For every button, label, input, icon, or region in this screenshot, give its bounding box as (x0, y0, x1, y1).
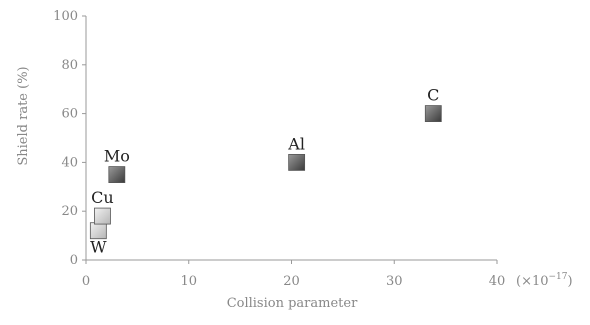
y-tick-label: 0 (70, 253, 78, 268)
point-label: W (90, 238, 107, 257)
y-tick-label: 60 (61, 107, 78, 122)
x-tick-label: 40 (489, 274, 506, 289)
y-tick-label: 40 (61, 155, 78, 170)
point-marker (424, 105, 442, 122)
data-point: W (89, 222, 107, 257)
y-tick-label: 80 (61, 58, 78, 73)
data-points: W Cu Mo Al C (89, 86, 442, 257)
x-axis-unit-close: ) (568, 274, 573, 289)
x-tick-label: 20 (283, 274, 300, 289)
data-point: Cu (91, 188, 114, 225)
point-label: C (427, 86, 439, 105)
x-axis-unit-base: (×10 (516, 274, 549, 289)
x-axis-ticks: 0 10 20 30 40 (82, 260, 505, 289)
data-point: Al (287, 134, 306, 171)
y-tick-label: 100 (53, 9, 78, 24)
y-axis-title: Shield rate (%) (16, 66, 31, 165)
point-label: Mo (104, 147, 130, 166)
x-tick-label: 0 (82, 274, 90, 289)
data-point: C (424, 86, 442, 122)
point-marker (94, 207, 111, 225)
data-point: Mo (104, 147, 130, 184)
point-label: Cu (91, 188, 114, 207)
point-label: Al (287, 134, 305, 153)
x-axis-title: Collision parameter (227, 296, 358, 311)
x-axis-unit-exponent: −17 (549, 272, 568, 282)
point-marker (89, 222, 107, 240)
x-tick-label: 30 (386, 274, 403, 289)
point-marker (108, 166, 126, 184)
point-marker (288, 153, 306, 171)
y-tick-label: 20 (61, 204, 78, 219)
x-tick-label: 10 (180, 274, 197, 289)
x-axis-unit: (×10−17) (516, 272, 573, 289)
y-axis-ticks: 0 20 40 60 80 100 (53, 9, 86, 268)
